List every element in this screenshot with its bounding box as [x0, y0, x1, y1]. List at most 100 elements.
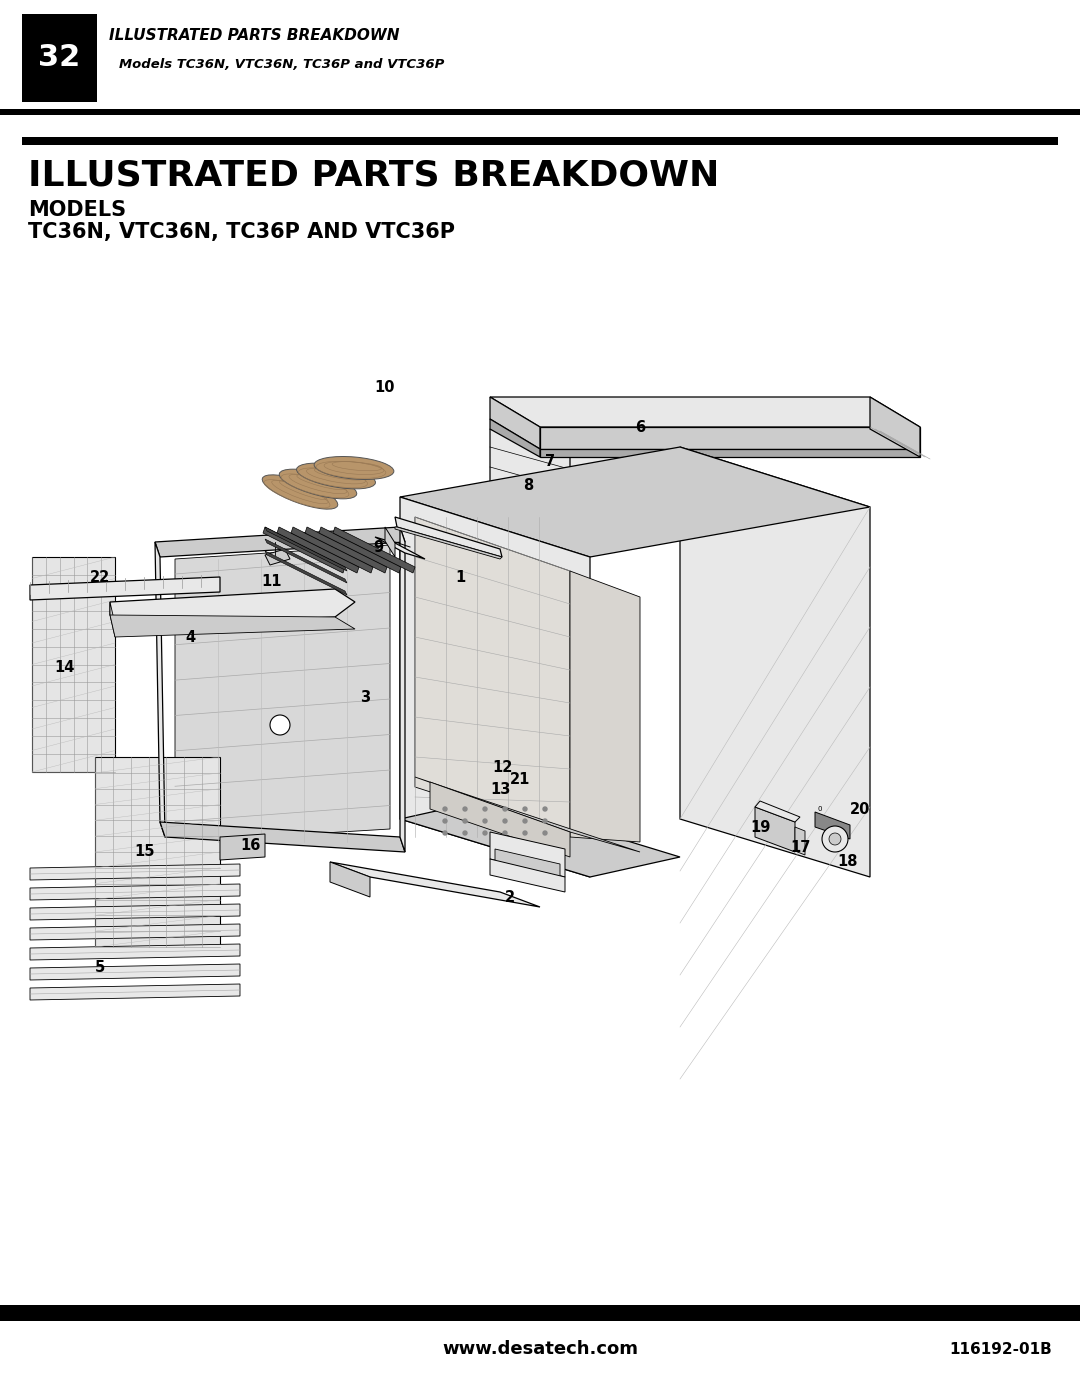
Polygon shape [160, 821, 405, 852]
Polygon shape [30, 923, 240, 940]
Polygon shape [30, 983, 240, 1000]
Text: ILLUSTRATED PARTS BREAKDOWN: ILLUSTRATED PARTS BREAKDOWN [28, 158, 719, 191]
Polygon shape [680, 447, 870, 877]
Polygon shape [156, 527, 405, 557]
Polygon shape [415, 517, 570, 837]
Polygon shape [870, 397, 920, 457]
Polygon shape [305, 527, 387, 573]
Polygon shape [815, 812, 850, 840]
Polygon shape [570, 402, 690, 527]
Polygon shape [30, 884, 240, 900]
Text: 11: 11 [261, 574, 282, 590]
Bar [22, 137, 1058, 145]
Text: 22: 22 [90, 570, 110, 584]
Bar [0, 109, 1080, 115]
Polygon shape [330, 862, 370, 897]
Polygon shape [276, 527, 359, 573]
Text: 16: 16 [240, 837, 260, 852]
Text: 15: 15 [135, 845, 156, 859]
Polygon shape [110, 615, 355, 637]
Circle shape [443, 819, 447, 823]
Polygon shape [400, 799, 680, 877]
Circle shape [503, 807, 507, 812]
Polygon shape [400, 527, 405, 852]
Text: 13: 13 [490, 781, 510, 796]
Polygon shape [490, 419, 540, 457]
Circle shape [543, 819, 546, 823]
Text: 19: 19 [750, 820, 770, 834]
Polygon shape [265, 549, 291, 564]
Circle shape [463, 831, 467, 835]
Polygon shape [265, 550, 347, 595]
Text: 21: 21 [510, 771, 530, 787]
Text: 3: 3 [360, 690, 370, 704]
Polygon shape [319, 527, 401, 573]
Text: 0: 0 [818, 806, 822, 812]
Bar [0, 1305, 1080, 1322]
Circle shape [829, 833, 841, 845]
Text: 18: 18 [838, 855, 859, 869]
Polygon shape [490, 833, 565, 877]
Circle shape [523, 831, 527, 835]
Circle shape [463, 807, 467, 812]
Text: 17: 17 [789, 840, 810, 855]
Text: 20: 20 [850, 802, 870, 816]
Polygon shape [490, 397, 540, 448]
Polygon shape [330, 862, 540, 907]
Polygon shape [490, 859, 565, 893]
Polygon shape [490, 429, 580, 527]
Circle shape [543, 831, 546, 835]
Polygon shape [384, 527, 395, 557]
Text: 7: 7 [545, 454, 555, 469]
Polygon shape [755, 800, 800, 821]
Ellipse shape [297, 464, 376, 489]
Polygon shape [540, 448, 920, 457]
Text: 5: 5 [95, 960, 105, 975]
Circle shape [523, 819, 527, 823]
Text: 116192-01B: 116192-01B [949, 1341, 1052, 1356]
Circle shape [822, 826, 848, 852]
Circle shape [503, 819, 507, 823]
Polygon shape [220, 834, 265, 861]
Polygon shape [156, 542, 165, 837]
Polygon shape [30, 904, 240, 921]
Polygon shape [291, 527, 373, 573]
Text: 1: 1 [455, 570, 465, 584]
Text: 12: 12 [492, 760, 513, 774]
Text: 9: 9 [373, 539, 383, 555]
Polygon shape [430, 782, 570, 856]
Polygon shape [32, 557, 114, 773]
Text: TC36N, VTC36N, TC36P AND VTC36P: TC36N, VTC36N, TC36P AND VTC36P [28, 222, 455, 242]
Ellipse shape [280, 469, 356, 499]
Polygon shape [264, 527, 345, 573]
Circle shape [443, 831, 447, 835]
Polygon shape [30, 577, 220, 599]
Polygon shape [333, 527, 415, 573]
Text: 6: 6 [635, 419, 645, 434]
Polygon shape [490, 397, 920, 427]
Bar [22, 14, 97, 102]
Circle shape [543, 807, 546, 812]
Text: 2: 2 [505, 890, 515, 904]
Polygon shape [30, 863, 240, 880]
Text: 32: 32 [39, 43, 81, 73]
Circle shape [523, 807, 527, 812]
Circle shape [483, 831, 487, 835]
Polygon shape [30, 944, 240, 960]
Text: 14: 14 [55, 659, 76, 675]
Polygon shape [265, 527, 347, 571]
Polygon shape [265, 539, 347, 583]
Ellipse shape [314, 457, 394, 479]
Polygon shape [395, 527, 502, 559]
Circle shape [503, 831, 507, 835]
Text: www.desatech.com: www.desatech.com [442, 1340, 638, 1358]
Polygon shape [110, 590, 355, 624]
Polygon shape [400, 497, 590, 877]
Polygon shape [375, 536, 426, 559]
Text: Models TC36N, VTC36N, TC36P and VTC36P: Models TC36N, VTC36N, TC36P and VTC36P [119, 57, 444, 70]
Text: 8: 8 [523, 478, 534, 493]
Polygon shape [110, 602, 114, 637]
Text: 4: 4 [185, 630, 195, 644]
Polygon shape [570, 571, 640, 842]
Polygon shape [395, 517, 502, 557]
